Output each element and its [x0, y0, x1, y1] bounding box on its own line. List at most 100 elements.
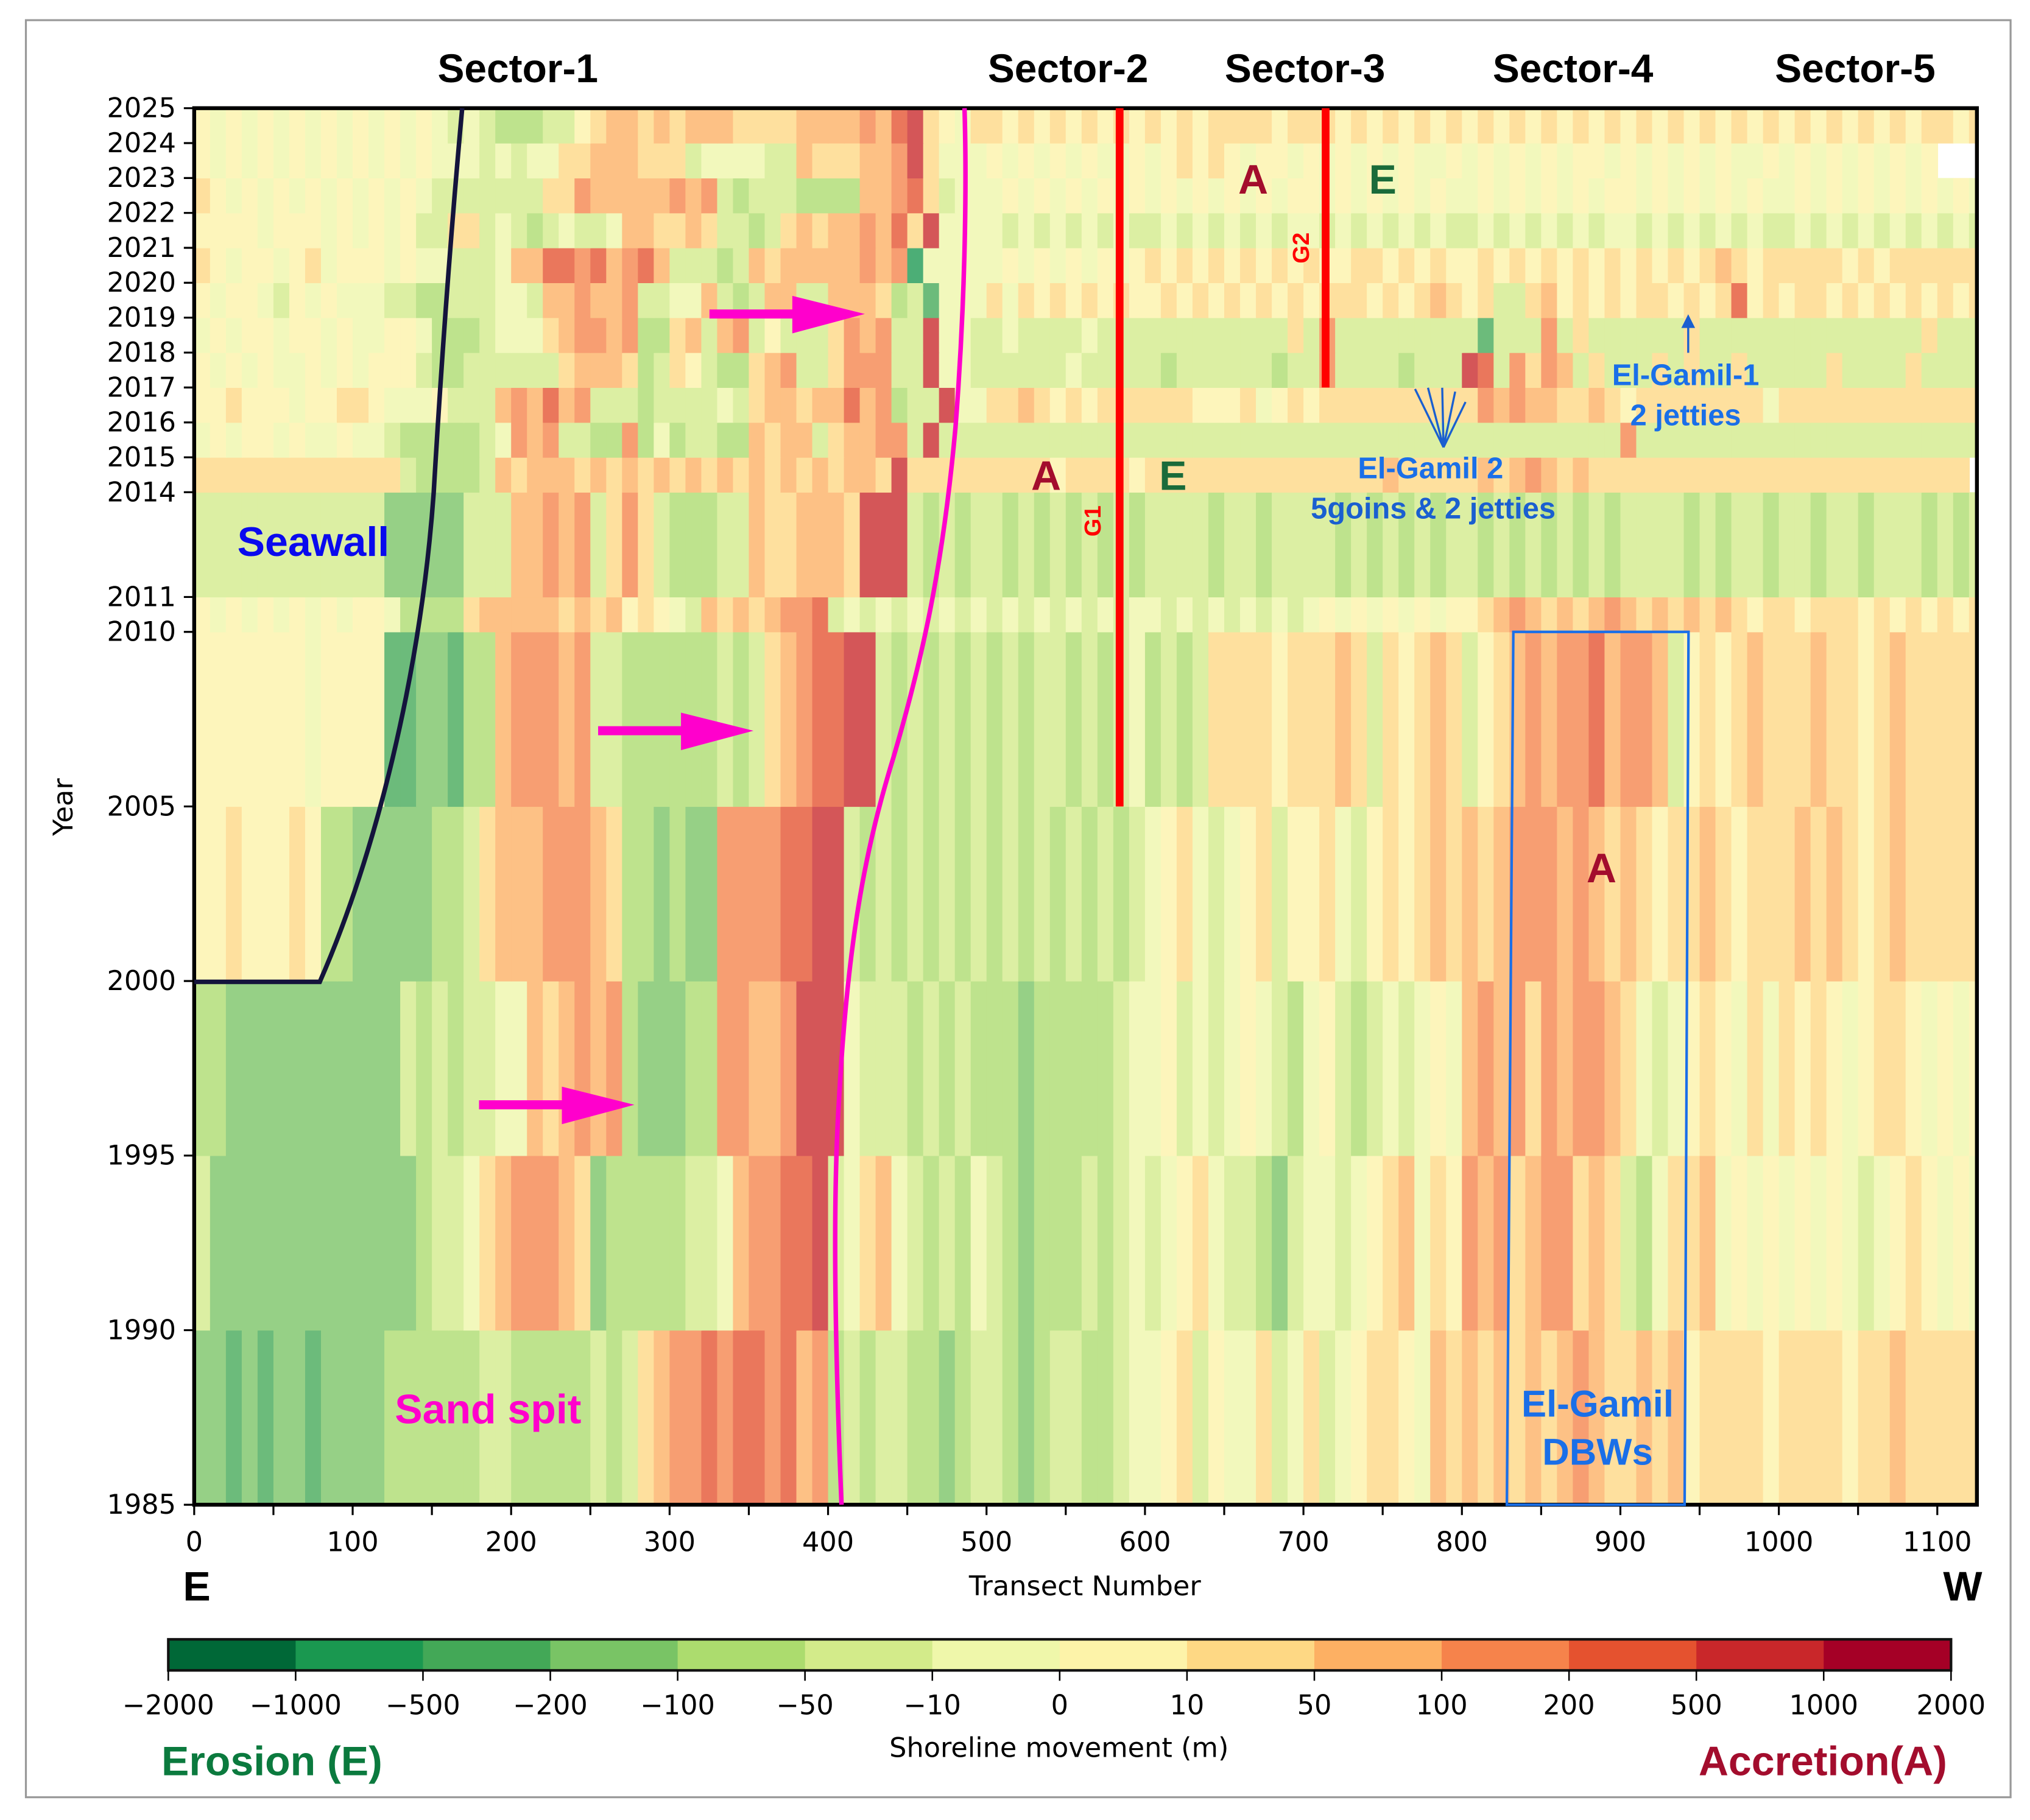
heatmap-cell — [1383, 108, 1400, 144]
heatmap-cell — [320, 213, 338, 248]
colorbar-segment — [1569, 1639, 1697, 1671]
heatmap-cell — [1588, 283, 1605, 318]
heatmap-cell — [1921, 213, 1939, 248]
colorbar-tick-label: 10 — [1170, 1690, 1205, 1721]
heatmap-cell — [1081, 213, 1099, 248]
heatmap-cell — [1478, 981, 1495, 1156]
heatmap-cell — [337, 422, 354, 458]
heatmap-cell — [1272, 1155, 1289, 1331]
heatmap-cell — [638, 213, 655, 248]
heatmap-cell — [257, 143, 275, 178]
heatmap-cell — [416, 143, 433, 178]
heatmap-cell — [1176, 597, 1194, 633]
heatmap-cell — [764, 457, 781, 493]
heatmap-cell — [1129, 597, 1146, 633]
heatmap-cell — [1351, 422, 1368, 458]
heatmap-cell — [1573, 108, 1590, 144]
heatmap-cell — [1478, 422, 1495, 458]
heatmap-cell — [1462, 631, 1479, 807]
heatmap-cell — [1509, 143, 1526, 178]
heatmap-cell — [1478, 108, 1495, 144]
heatmap-cell — [337, 597, 354, 633]
heatmap-cell — [907, 283, 924, 318]
heatmap-cell — [225, 631, 243, 807]
heatmap-cell — [1636, 597, 1653, 633]
colorbar-tick-label: 200 — [1543, 1690, 1595, 1721]
heatmap-cell — [764, 213, 781, 248]
heatmap-cell — [194, 1330, 211, 1505]
heatmap-cell — [1478, 597, 1495, 633]
heatmap-cell — [669, 283, 686, 318]
heatmap-cell — [1731, 317, 1748, 353]
heatmap-cell — [1049, 387, 1067, 423]
heatmap-cell — [384, 283, 401, 318]
heatmap-cell — [543, 1155, 560, 1331]
heatmap-cell — [1351, 213, 1368, 248]
heatmap-cell — [701, 353, 718, 388]
heatmap-cell — [1826, 143, 1843, 178]
heatmap-cell — [907, 178, 924, 214]
heatmap-cell — [1129, 248, 1146, 284]
heatmap-cell — [1858, 143, 1875, 178]
heatmap-cell — [701, 108, 718, 144]
heatmap-cell — [1351, 317, 1368, 353]
heatmap-cell — [353, 631, 370, 807]
heatmap-cell — [1557, 283, 1574, 318]
heatmap-cell — [1351, 1330, 1368, 1505]
heatmap-cell — [1810, 492, 1827, 598]
heatmap-cell — [701, 213, 718, 248]
heatmap-cell — [1747, 981, 1764, 1156]
heatmap-cell — [1430, 283, 1447, 318]
heatmap-cell — [1002, 248, 1020, 284]
heatmap-cell — [1383, 353, 1400, 388]
heatmap-cell — [1573, 981, 1590, 1156]
heatmap-cell — [448, 597, 465, 633]
heatmap-cell — [1937, 806, 1954, 982]
heatmap-cell — [1493, 283, 1510, 318]
heatmap-cell — [1699, 387, 1716, 423]
heatmap-cell — [1160, 492, 1178, 598]
heatmap-cell — [590, 631, 607, 807]
heatmap-cell — [1889, 422, 1907, 458]
heatmap-cell — [1081, 1330, 1099, 1505]
heatmap-cell — [1018, 1155, 1035, 1331]
heatmap-cell — [1002, 143, 1020, 178]
heatmap-cell — [1398, 108, 1415, 144]
heatmap-cell — [368, 1330, 386, 1505]
heatmap-cell — [320, 1330, 338, 1505]
heatmap-cell — [1097, 387, 1115, 423]
heatmap-cell — [1018, 422, 1035, 458]
heatmap-cell — [875, 981, 892, 1156]
heatmap-cell — [1351, 143, 1368, 178]
y-tick-label: 2017 — [107, 371, 177, 403]
heatmap-cell — [257, 353, 275, 388]
heatmap-cell — [1018, 631, 1035, 807]
heatmap-cell — [1905, 248, 1923, 284]
heatmap-cell — [1826, 597, 1843, 633]
x-tick-label: 200 — [485, 1527, 537, 1558]
heatmap-cell — [495, 1155, 512, 1331]
heatmap-cell — [1778, 457, 1796, 493]
heatmap-cell — [1383, 597, 1400, 633]
x-axis-label: Transect Number — [968, 1570, 1202, 1602]
heatmap-cell — [622, 457, 639, 493]
heatmap-cell — [654, 1155, 671, 1331]
heatmap-cell — [654, 806, 671, 982]
heatmap-cell — [463, 387, 481, 423]
heatmap-cell — [733, 806, 750, 982]
heatmap-cell — [891, 1155, 908, 1331]
heatmap-cell — [606, 178, 623, 214]
heatmap-cell — [337, 353, 354, 388]
heatmap-cell — [1858, 422, 1875, 458]
heatmap-cell — [812, 1330, 829, 1505]
heatmap-cell — [1778, 178, 1796, 214]
heatmap-cell — [1763, 422, 1780, 458]
x-tick-label: 800 — [1436, 1527, 1488, 1558]
heatmap-cell — [844, 317, 861, 353]
heatmap-cell — [241, 631, 259, 807]
y-tick-label: 2020 — [107, 267, 177, 298]
heatmap-cell — [1763, 143, 1780, 178]
heatmap-cell — [1826, 108, 1843, 144]
heatmap-cell — [970, 1330, 988, 1505]
heatmap-cell — [749, 1330, 766, 1505]
